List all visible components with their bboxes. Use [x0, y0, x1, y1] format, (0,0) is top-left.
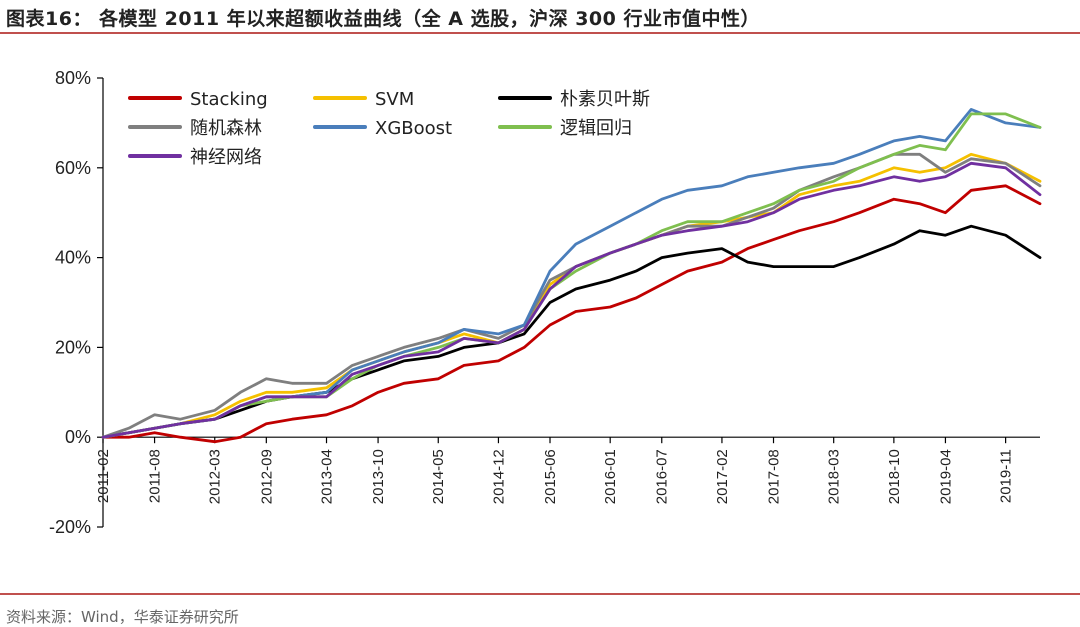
x-tick-label: 2016-07 [654, 449, 671, 504]
x-tick-label: 2011-02 [95, 449, 112, 503]
series-line [101, 152, 1042, 439]
legend-label: 随机森林 [190, 118, 262, 139]
excess-return-line-chart: -20% 0% 20% 40% 60% 80% 2011-02 2011-08 2012-03 2… [49, 68, 1042, 537]
y-tick-label: 0% [65, 427, 91, 447]
x-tick-label: 2018-03 [826, 449, 843, 504]
x-tick-label: 2017-08 [766, 449, 783, 504]
series-line [101, 112, 1042, 439]
series-line [101, 152, 1042, 439]
source-note: 资料来源：Wind，华泰证券研究所 [6, 608, 239, 626]
x-tick-label: 2019-11 [998, 449, 1015, 503]
legend-label: SVM [375, 89, 414, 110]
x-tick-label: 2013-04 [319, 449, 336, 504]
legend-label: XGBoost [375, 118, 452, 139]
x-tick-label: 2011-08 [147, 449, 164, 503]
legend-label: 神经网络 [190, 147, 262, 168]
page-title: 图表16： 各模型 2011 年以来超额收益曲线（全 A 选股，沪深 300 行… [6, 8, 760, 30]
x-tick-label: 2012-03 [207, 449, 224, 504]
y-tick-label: -20% [49, 517, 91, 537]
legend-label: 逻辑回归 [560, 118, 632, 139]
x-tick-label: 2018-10 [886, 449, 903, 504]
x-tick-label: 2014-12 [490, 449, 507, 504]
series-line [101, 224, 1042, 439]
x-tick-label: 2019-04 [937, 449, 954, 504]
x-tick-label: 2015-06 [542, 449, 559, 504]
y-tick-label: 80% [55, 68, 91, 88]
x-tick-label: 2017-02 [714, 449, 731, 504]
y-tick-label: 40% [55, 248, 91, 268]
chart-axes: -20% 0% 20% 40% 60% 80% 2011-02 2011-08 2012-03 2… [49, 68, 1040, 537]
y-tick-label: 20% [55, 337, 91, 357]
series-line [101, 161, 1042, 439]
chart-series-lines [101, 108, 1042, 444]
footer-divider [0, 593, 1080, 595]
y-tick-label: 60% [55, 158, 91, 178]
legend-label: 朴素贝叶斯 [560, 89, 650, 110]
legend-label: Stacking [190, 89, 268, 110]
x-tick-label: 2012-09 [258, 449, 275, 504]
x-tick-label: 2013-10 [370, 449, 387, 504]
x-tick-label: 2014-05 [430, 449, 447, 504]
x-tick-label: 2016-01 [602, 449, 619, 504]
title-divider [0, 32, 1080, 34]
series-line [101, 184, 1042, 444]
